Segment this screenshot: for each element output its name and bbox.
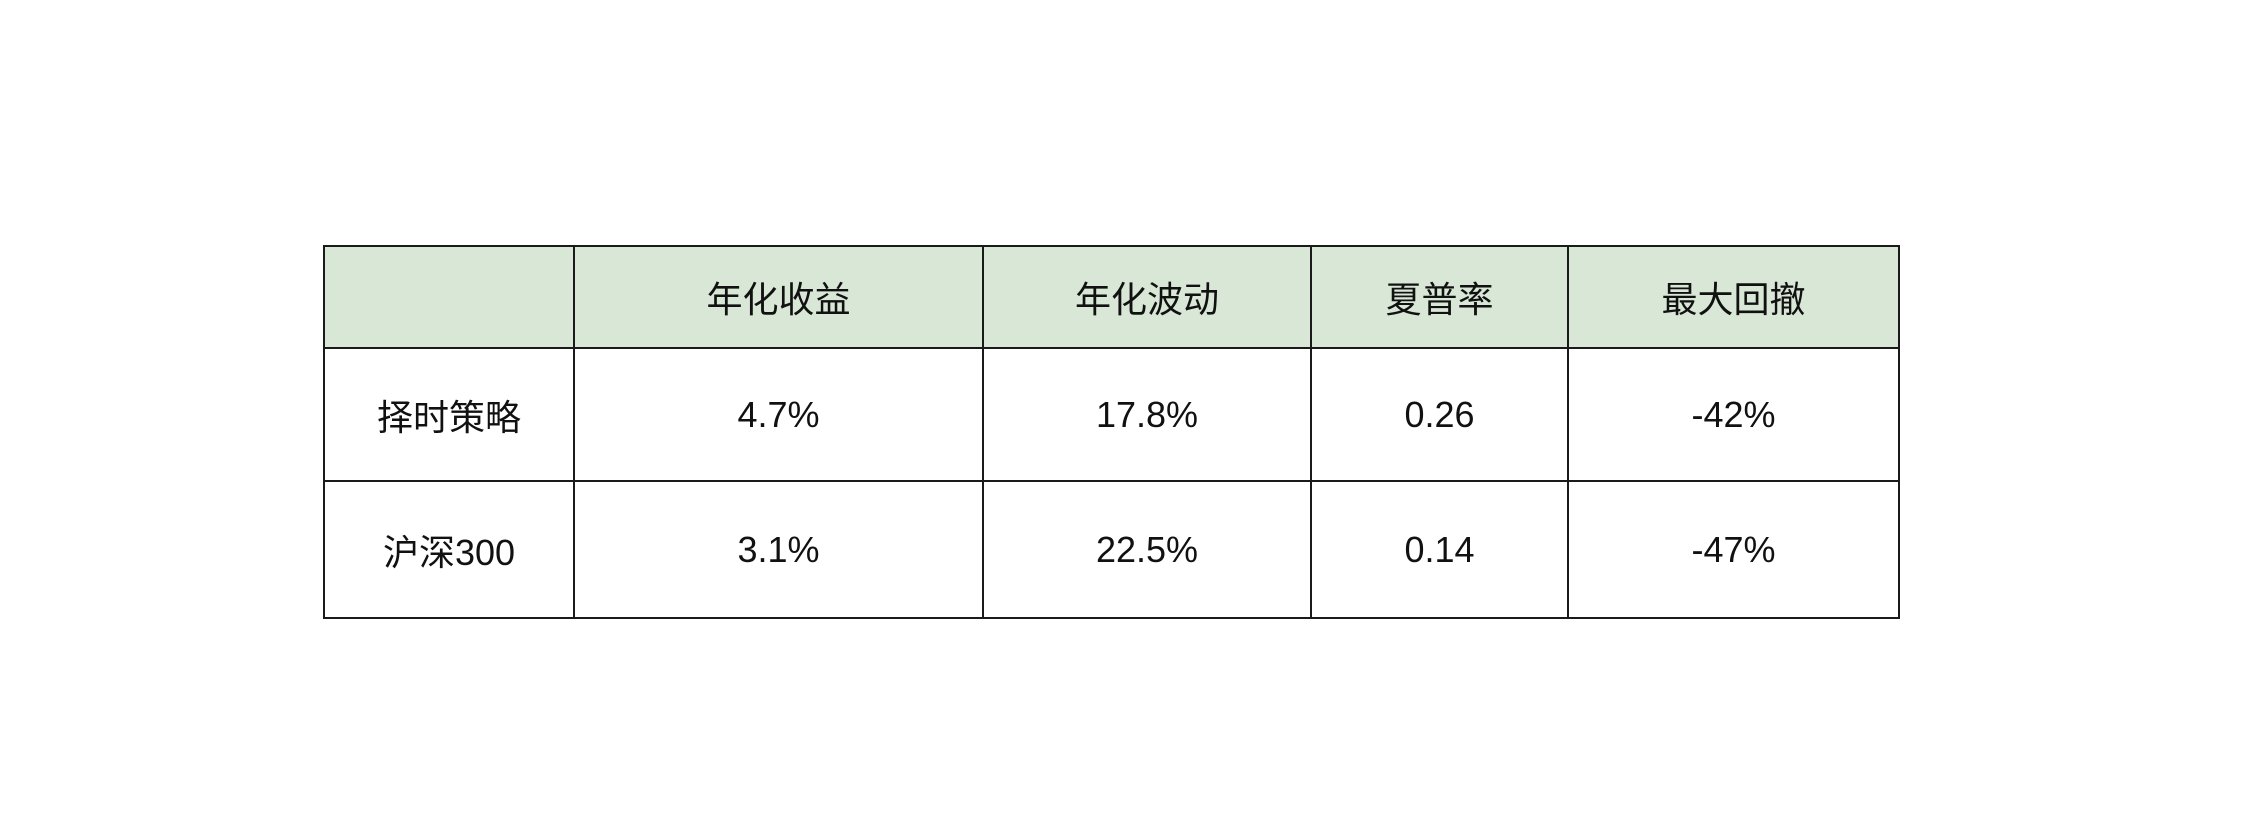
cell-annual-return: 3.1% <box>573 480 984 619</box>
header-annual-return: 年化收益 <box>573 245 984 349</box>
cell-annual-volatility: 22.5% <box>982 480 1312 619</box>
header-corner <box>323 245 575 349</box>
cell-sharpe-ratio: 0.26 <box>1310 347 1569 482</box>
row-label: 择时策略 <box>323 347 575 482</box>
header-sharpe-ratio: 夏普率 <box>1310 245 1569 349</box>
cell-annual-return: 4.7% <box>573 347 984 482</box>
cell-max-drawdown: -42% <box>1567 347 1900 482</box>
performance-table: 年化收益 年化波动 夏普率 最大回撤 择时策略 4.7% 17.8% 0.26 … <box>323 245 1900 619</box>
header-row: 年化收益 年化波动 夏普率 最大回撤 <box>323 245 1900 349</box>
cell-annual-volatility: 17.8% <box>982 347 1312 482</box>
table-row: 沪深300 3.1% 22.5% 0.14 -47% <box>323 480 1900 619</box>
cell-max-drawdown: -47% <box>1567 480 1900 619</box>
cell-sharpe-ratio: 0.14 <box>1310 480 1569 619</box>
header-max-drawdown: 最大回撤 <box>1567 245 1900 349</box>
header-annual-volatility: 年化波动 <box>982 245 1312 349</box>
row-label: 沪深300 <box>323 480 575 619</box>
table-row: 择时策略 4.7% 17.8% 0.26 -42% <box>323 347 1900 482</box>
